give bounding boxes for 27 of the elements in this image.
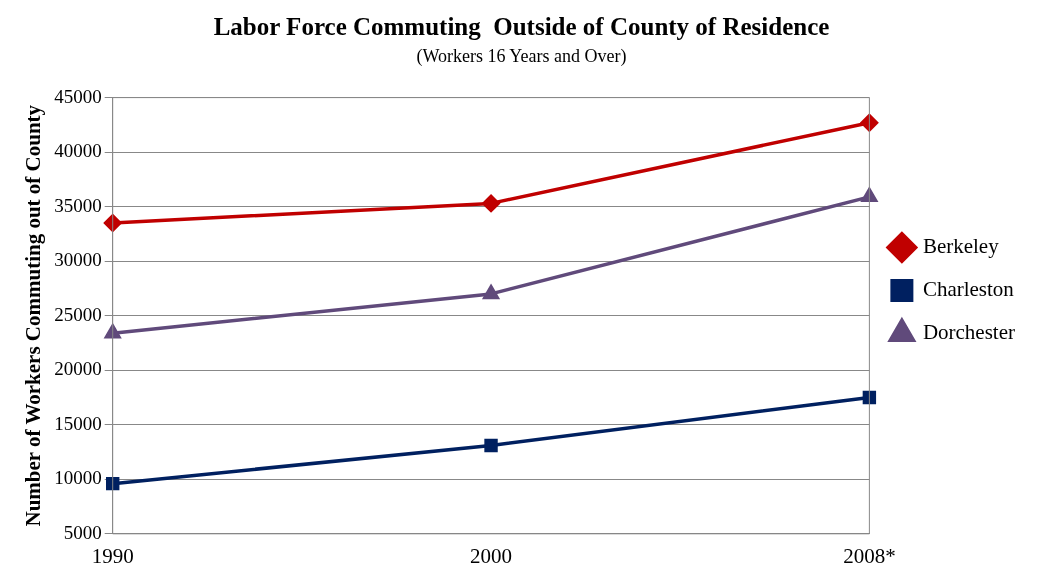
point — [483, 285, 499, 300]
y-tick-label: 40000 — [54, 140, 102, 162]
point — [106, 476, 120, 491]
point — [482, 194, 500, 213]
point — [484, 438, 498, 453]
legend-label: Charleston — [922, 277, 1015, 302]
x-tick-label: 2000 — [470, 543, 513, 568]
y-tick-label: 25000 — [54, 303, 102, 325]
x-tick-label: 1990 — [91, 543, 134, 568]
legend-label: Berkeley — [922, 234, 1000, 259]
point — [860, 113, 879, 132]
x-tick-label: 2008* — [843, 543, 896, 568]
chart-title: Labor Force Commuting Outside of County of Residence — [213, 13, 830, 41]
point — [104, 324, 121, 339]
y-tick-label: 30000 — [54, 249, 102, 271]
y-tick-label: 35000 — [54, 194, 102, 216]
y-tick-label: 10000 — [54, 467, 102, 489]
point — [861, 188, 878, 203]
point — [862, 390, 877, 405]
y-axis-title: Number of Workers Commuting out of County — [21, 104, 46, 527]
y-tick-label: 5000 — [63, 521, 102, 543]
y-tick-label: 20000 — [54, 358, 102, 380]
chart-subtitle: (Workers 16 Years and Over) — [416, 45, 627, 67]
legend-label: Dorchester — [922, 320, 1016, 345]
y-tick-label: 15000 — [54, 412, 102, 434]
point — [103, 214, 122, 232]
y-tick-label: 45000 — [54, 85, 102, 107]
